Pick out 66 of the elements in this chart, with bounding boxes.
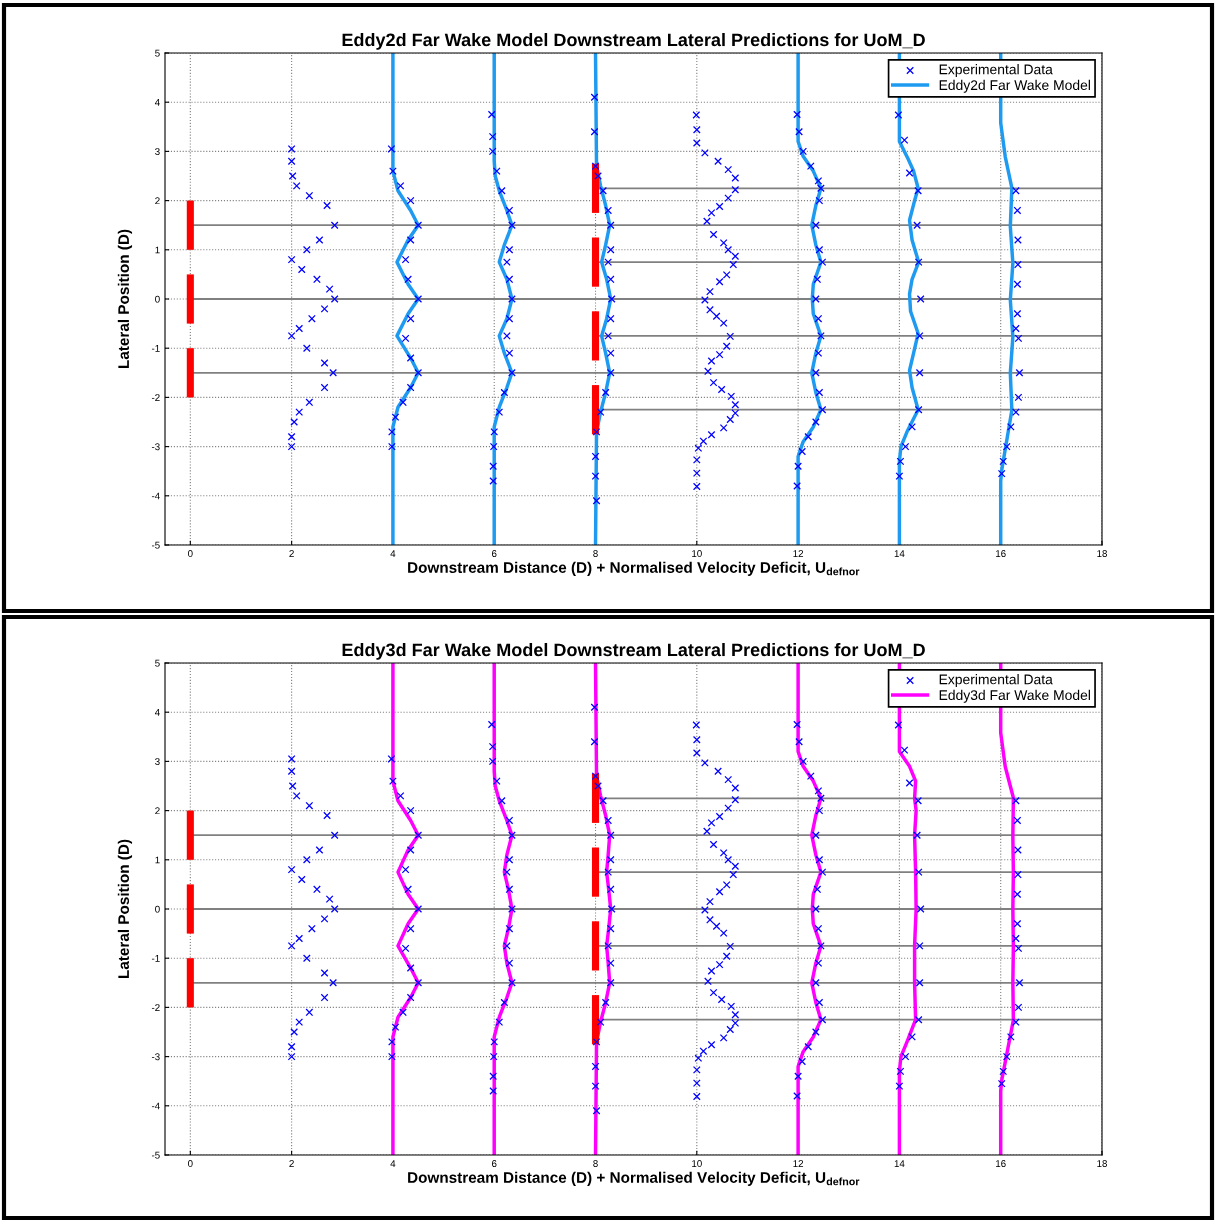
bar: [186, 274, 194, 324]
y-tick-label: 2: [155, 807, 160, 815]
x-tick-label: 12: [793, 550, 804, 557]
x-tick-label: 6: [492, 550, 497, 557]
x-tick-label: 10: [692, 550, 702, 557]
y-tick-label: 0: [155, 905, 160, 913]
x-tick-label: 16: [996, 1160, 1006, 1167]
bar: [186, 810, 194, 860]
x-axis-title: Downstream Distance (D) + Normalised Velocity Deficit, U$_{defnor}$: [408, 561, 860, 576]
bar: [186, 200, 194, 250]
x-tick-label: 10: [692, 1160, 702, 1167]
y-tick-label: 5: [155, 659, 160, 667]
x-axis-title: Downstream Distance (D) + Normalised Velocity Deficit, U$_{defnor}$: [408, 1171, 860, 1186]
y-tick-label: -3: [151, 443, 160, 451]
y-tick-label: 3: [155, 148, 160, 156]
bar: [591, 385, 600, 435]
x-tick-label: 14: [894, 550, 905, 557]
x-tick-label: 4: [390, 1160, 396, 1167]
bar: [591, 163, 600, 213]
x-tick-label: 8: [593, 1160, 598, 1167]
x-tick-label: 18: [1097, 1160, 1107, 1167]
legend-label: Experimental Data: [939, 674, 1053, 688]
y-tick-label: -2: [151, 1004, 160, 1011]
legend-label: Eddy3d Far Wake Model: [939, 689, 1090, 703]
x-tick-label: 8: [593, 550, 598, 557]
bar: [591, 847, 600, 897]
x-tick-label: 12: [793, 1160, 804, 1167]
y-tick-label: 2: [155, 197, 160, 205]
bar: [591, 311, 600, 361]
y-tick-label: -3: [151, 1053, 160, 1061]
x-tick-label: 2: [289, 1160, 294, 1167]
legend-label: Eddy2d Far Wake Model: [939, 79, 1090, 93]
x-tick-label: 16: [996, 550, 1006, 557]
bar: [591, 773, 600, 823]
y-tick-label: 0: [155, 295, 160, 303]
y-axis-title: Lateral Position (D): [117, 229, 133, 368]
y-tick-label: -5: [151, 1151, 160, 1159]
x-tick-label: 4: [390, 550, 396, 557]
bar: [186, 348, 194, 398]
legend-label: Experimental Data: [939, 64, 1053, 78]
y-tick-label: 4: [154, 99, 160, 106]
x-tick-label: 14: [894, 1160, 905, 1167]
bar: [591, 995, 600, 1045]
chart-title: Eddy3d Far Wake Model Downstream Lateral Predictions for UoM_D: [342, 642, 925, 660]
x-tick-label: 6: [492, 1160, 497, 1167]
y-axis-title: Lateral Position (D): [117, 839, 133, 978]
x-tick-label: 0: [188, 550, 193, 557]
y-tick-label: 5: [155, 49, 160, 57]
x-tick-label: 2: [289, 550, 294, 557]
chart-title: Eddy2d Far Wake Model Downstream Lateral Predictions for UoM_D: [342, 32, 925, 50]
bar: [186, 884, 194, 934]
y-tick-label: 4: [154, 709, 160, 716]
y-tick-label: 1: [155, 856, 160, 864]
y-tick-label: -4: [151, 1102, 160, 1110]
y-tick-label: -1: [151, 345, 160, 352]
y-tick-label: -5: [151, 541, 160, 549]
bar: [186, 958, 194, 1008]
bar: [591, 921, 600, 971]
y-tick-label: 3: [155, 758, 160, 766]
y-tick-label: 1: [155, 246, 160, 254]
y-tick-label: -4: [151, 492, 160, 500]
y-tick-label: -2: [151, 394, 160, 401]
y-tick-label: -1: [151, 955, 160, 962]
x-tick-label: 0: [188, 1160, 193, 1167]
bar: [591, 237, 600, 287]
x-tick-label: 18: [1097, 550, 1107, 557]
